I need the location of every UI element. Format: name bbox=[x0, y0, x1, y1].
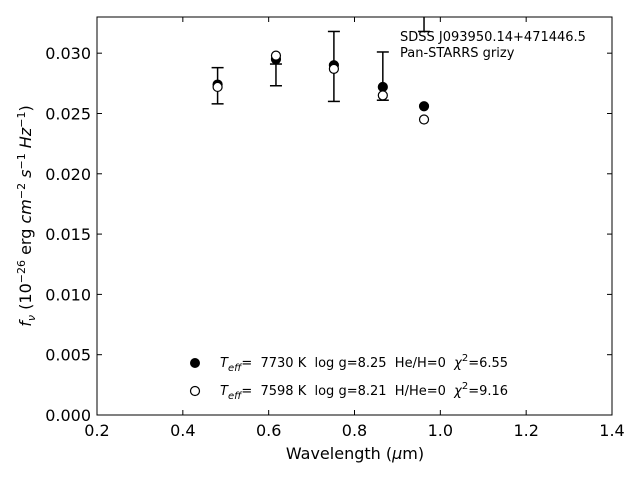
y-tick-label: 0.015 bbox=[45, 225, 91, 244]
x-tick-label: 0.4 bbox=[170, 421, 195, 440]
annotation-object-name: SDSS J093950.14+471446.5 bbox=[400, 30, 586, 45]
legend: Teff= 7730 K log g=8.25 He/H=0 χ2=6.55 T… bbox=[189, 353, 508, 402]
legend-marker-open bbox=[189, 385, 201, 397]
x-tick-label: 0.8 bbox=[342, 421, 367, 440]
axis-ticks: 0.2 0.4 0.6 0.8 1.0 1.2 1.4 0.000 0.005 0.010 0.01… bbox=[45, 17, 625, 440]
point-filled bbox=[377, 81, 388, 93]
x-tick-label: 1.0 bbox=[428, 421, 453, 440]
legend-entry-1: Teff= 7730 K log g=8.25 He/H=0 χ2=6.55 bbox=[220, 353, 508, 374]
y-tick-label: 0.010 bbox=[45, 285, 91, 304]
annotation-survey: Pan-STARRS grizy bbox=[400, 46, 515, 61]
point-open bbox=[377, 90, 388, 101]
point-open bbox=[212, 81, 223, 93]
y-tick-label: 0.030 bbox=[45, 44, 91, 63]
y-tick-label: 0.020 bbox=[45, 165, 91, 184]
point-open bbox=[328, 63, 339, 74]
plot-marks bbox=[211, 17, 431, 125]
y-tick-label: 0.000 bbox=[45, 406, 91, 425]
legend-entry-2: Teff= 7598 K log g=8.21 H/He=0 χ2=9.16 bbox=[220, 381, 508, 402]
x-axis-title: Wavelength (μm) bbox=[286, 444, 424, 463]
y-tick-label: 0.005 bbox=[45, 346, 91, 365]
legend-marker-filled bbox=[190, 358, 200, 368]
x-tick-label: 0.6 bbox=[256, 421, 281, 440]
point-open bbox=[270, 50, 282, 61]
x-tick-label: 1.2 bbox=[513, 421, 538, 440]
y-axis-title: fν (10−26 erg cm−2 s−1 Hz−1) bbox=[15, 105, 38, 326]
x-tick-label: 1.4 bbox=[599, 421, 624, 440]
y-tick-label: 0.025 bbox=[45, 104, 91, 123]
x-tick-label: 0.2 bbox=[84, 421, 109, 440]
point-filled bbox=[418, 101, 430, 112]
point-open bbox=[418, 114, 430, 125]
